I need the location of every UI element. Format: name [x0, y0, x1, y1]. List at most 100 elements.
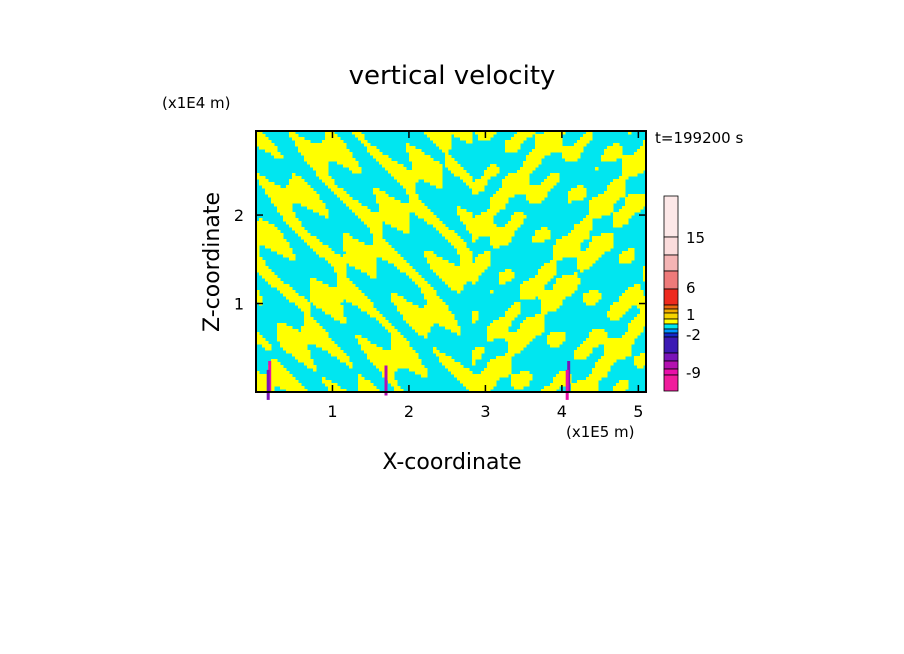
updraft-cell — [466, 254, 470, 258]
updraft-cell — [499, 200, 503, 204]
updraft-cell — [508, 350, 512, 354]
updraft-cell — [361, 389, 365, 393]
updraft-cell — [355, 302, 359, 306]
updraft-cell — [592, 215, 596, 219]
updraft-cell — [571, 236, 575, 240]
updraft-cell — [277, 230, 281, 234]
updraft-cell — [271, 191, 275, 195]
updraft-cell — [538, 146, 542, 150]
updraft-cell — [508, 320, 512, 324]
updraft-cell — [322, 347, 326, 351]
updraft-cell — [382, 350, 386, 354]
updraft-cell — [550, 341, 554, 345]
updraft-cell — [289, 254, 293, 258]
updraft-cell — [286, 218, 290, 222]
updraft-cell — [268, 149, 272, 153]
updraft-cell — [409, 353, 413, 357]
updraft-cell — [286, 332, 290, 336]
updraft-cell — [403, 170, 407, 174]
updraft-cell — [643, 359, 647, 363]
updraft-cell — [580, 140, 584, 144]
updraft-cell — [535, 200, 539, 204]
updraft-cell — [607, 203, 611, 207]
updraft-cell — [469, 221, 473, 225]
updraft-cell — [580, 149, 584, 153]
updraft-cell — [511, 305, 515, 309]
updraft-cell — [562, 281, 566, 285]
updraft-cell — [283, 338, 287, 342]
updraft-cell — [370, 344, 374, 348]
updraft-cell — [481, 380, 485, 384]
updraft-cell — [610, 194, 614, 198]
updraft-cell — [424, 158, 428, 162]
updraft-cell — [529, 194, 533, 198]
updraft-cell — [424, 308, 428, 312]
updraft-cell — [334, 254, 338, 258]
updraft-cell — [535, 293, 539, 297]
updraft-cell — [601, 329, 605, 333]
updraft-cell — [355, 248, 359, 252]
updraft-cell — [322, 296, 326, 300]
updraft-cell — [277, 371, 281, 375]
updraft-cell — [430, 254, 434, 258]
updraft-cell — [433, 164, 437, 168]
updraft-cell — [553, 290, 557, 294]
updraft-cell — [634, 323, 638, 327]
updraft-cell — [427, 221, 431, 225]
updraft-cell — [553, 305, 557, 309]
updraft-cell — [577, 227, 581, 231]
updraft-cell — [460, 248, 464, 252]
updraft-cell — [403, 308, 407, 312]
updraft-cell — [619, 212, 623, 216]
updraft-cell — [448, 134, 452, 138]
updraft-cell — [289, 197, 293, 201]
updraft-cell — [391, 257, 395, 261]
updraft-cell — [301, 329, 305, 333]
updraft-cell — [295, 302, 299, 306]
updraft-cell — [304, 311, 308, 315]
updraft-cell — [325, 344, 329, 348]
updraft-cell — [577, 146, 581, 150]
updraft-cell — [532, 167, 536, 171]
updraft-cell — [607, 158, 611, 162]
updraft-cell — [640, 161, 644, 165]
updraft-cell — [586, 230, 590, 234]
updraft-cell — [289, 341, 293, 345]
updraft-cell — [403, 215, 407, 219]
updraft-cell — [439, 221, 443, 225]
updraft-cell — [391, 167, 395, 171]
updraft-cell — [586, 338, 590, 342]
updraft-cell — [622, 383, 626, 387]
updraft-cell — [607, 347, 611, 351]
updraft-cell — [592, 335, 596, 339]
updraft-cell — [406, 266, 410, 270]
updraft-cell — [475, 230, 479, 234]
updraft-cell — [268, 233, 272, 237]
updraft-cell — [346, 284, 350, 288]
updraft-cell — [337, 350, 341, 354]
updraft-cell — [637, 326, 641, 330]
updraft-cell — [580, 389, 584, 393]
updraft-cell — [499, 332, 503, 336]
updraft-cell — [481, 182, 485, 186]
updraft-cell — [613, 386, 617, 390]
updraft-cell — [301, 227, 305, 231]
updraft-cell — [268, 347, 272, 351]
updraft-cell — [499, 194, 503, 198]
updraft-cell — [274, 227, 278, 231]
updraft-cell — [481, 389, 485, 393]
updraft-cell — [364, 344, 368, 348]
updraft-cell — [481, 377, 485, 381]
updraft-cell — [454, 320, 458, 324]
updraft-cell — [628, 293, 632, 297]
updraft-cell — [451, 278, 455, 282]
updraft-cell — [370, 311, 374, 315]
updraft-cell — [628, 203, 632, 207]
updraft-cell — [463, 176, 467, 180]
updraft-cell — [292, 335, 296, 339]
updraft-cell — [493, 320, 497, 324]
updraft-cell — [559, 137, 563, 141]
updraft-cell — [394, 257, 398, 261]
updraft-cell — [484, 371, 488, 375]
updraft-cell — [523, 191, 527, 195]
